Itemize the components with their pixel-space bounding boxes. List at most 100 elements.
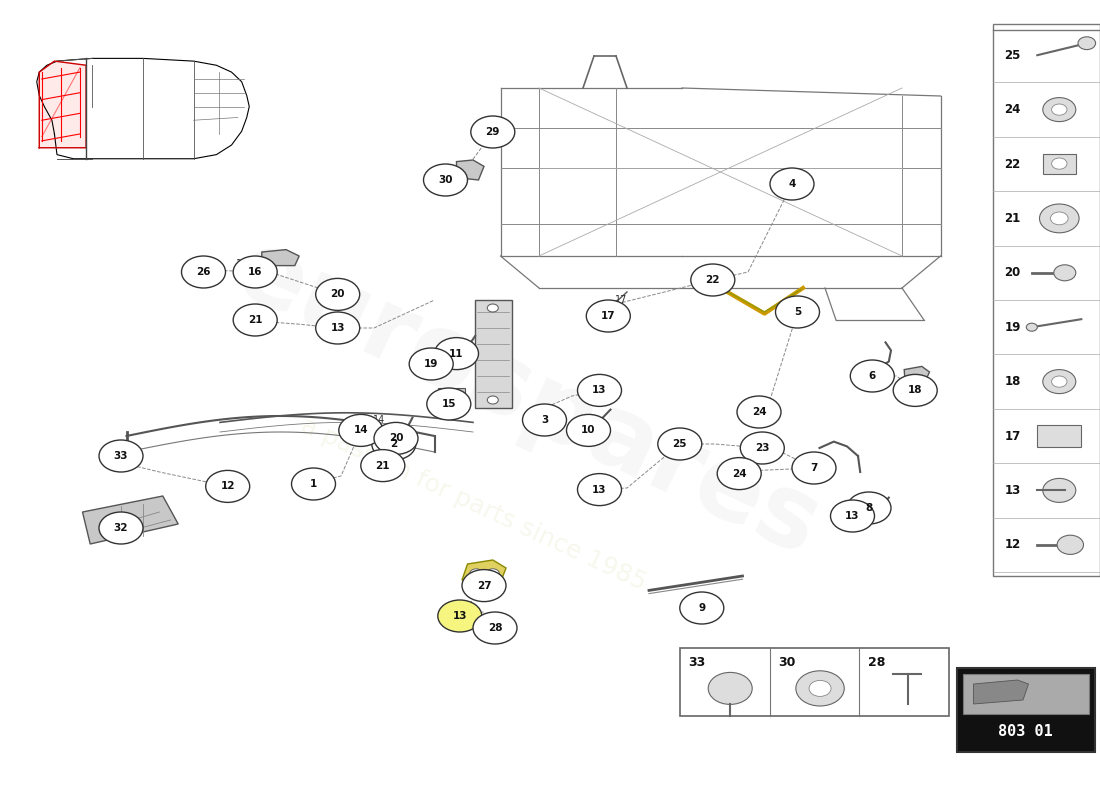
- Text: 24: 24: [732, 469, 747, 478]
- Circle shape: [1043, 478, 1076, 502]
- Text: a passion for parts since 1985: a passion for parts since 1985: [297, 413, 649, 595]
- Text: 15: 15: [441, 399, 456, 409]
- Circle shape: [566, 414, 610, 446]
- Circle shape: [99, 512, 143, 544]
- Bar: [957, 668, 1094, 752]
- Circle shape: [486, 569, 499, 578]
- Text: 28: 28: [868, 656, 886, 669]
- Text: 14: 14: [373, 415, 386, 425]
- Text: 14: 14: [353, 426, 369, 435]
- Text: 17: 17: [1004, 430, 1021, 442]
- Circle shape: [1057, 535, 1084, 554]
- Polygon shape: [262, 250, 299, 266]
- Circle shape: [847, 492, 891, 524]
- Text: 12: 12: [1004, 538, 1021, 551]
- Circle shape: [1040, 204, 1079, 233]
- Text: 13: 13: [452, 611, 468, 621]
- Text: 22: 22: [1004, 158, 1021, 170]
- Text: 27: 27: [472, 578, 485, 587]
- Text: 20: 20: [388, 434, 404, 443]
- Text: 15: 15: [458, 397, 471, 406]
- Circle shape: [1052, 104, 1067, 115]
- Bar: [1043, 154, 1076, 174]
- Circle shape: [316, 312, 360, 344]
- Text: 13: 13: [330, 323, 345, 333]
- Text: 19: 19: [424, 359, 439, 369]
- Text: 33: 33: [689, 656, 706, 669]
- Text: 32: 32: [113, 523, 129, 533]
- Text: 6: 6: [877, 363, 883, 373]
- Text: 2: 2: [390, 439, 397, 449]
- Bar: [993, 24, 1100, 576]
- Text: 33: 33: [113, 451, 129, 461]
- Text: 30: 30: [438, 175, 453, 185]
- Circle shape: [99, 440, 143, 472]
- Text: 26: 26: [200, 272, 213, 282]
- Polygon shape: [974, 680, 1028, 704]
- Text: 21: 21: [375, 461, 390, 470]
- Circle shape: [776, 296, 820, 328]
- Text: 19: 19: [1004, 321, 1021, 334]
- Text: 25: 25: [672, 439, 688, 449]
- Polygon shape: [456, 160, 484, 180]
- Text: 13: 13: [592, 386, 607, 395]
- Text: 4: 4: [789, 179, 795, 189]
- Circle shape: [424, 164, 468, 196]
- Polygon shape: [904, 366, 930, 386]
- Circle shape: [427, 388, 471, 420]
- Text: 20: 20: [330, 290, 345, 299]
- Circle shape: [586, 300, 630, 332]
- Circle shape: [708, 672, 752, 705]
- Text: 18: 18: [1004, 375, 1021, 388]
- Bar: [962, 674, 1089, 714]
- Text: 13: 13: [845, 511, 860, 521]
- Circle shape: [182, 256, 225, 288]
- Text: 28: 28: [487, 623, 503, 633]
- Circle shape: [1052, 376, 1067, 387]
- Circle shape: [1052, 158, 1067, 170]
- Text: 8: 8: [871, 495, 878, 505]
- Text: 6: 6: [869, 371, 876, 381]
- Circle shape: [770, 168, 814, 200]
- Text: 803 01: 803 01: [999, 725, 1053, 739]
- Circle shape: [1050, 212, 1068, 225]
- Text: 24: 24: [751, 407, 767, 417]
- Text: 10: 10: [581, 426, 596, 435]
- Circle shape: [1026, 323, 1037, 331]
- Polygon shape: [40, 61, 86, 148]
- Bar: [438, 388, 465, 404]
- Text: 21: 21: [1004, 212, 1021, 225]
- Text: 10: 10: [587, 415, 601, 425]
- Circle shape: [462, 570, 506, 602]
- Text: 12: 12: [220, 482, 235, 491]
- Circle shape: [1054, 265, 1076, 281]
- Circle shape: [471, 116, 515, 148]
- Text: 29: 29: [475, 133, 488, 142]
- Text: eurospares: eurospares: [221, 222, 835, 578]
- Circle shape: [792, 452, 836, 484]
- Circle shape: [680, 592, 724, 624]
- Circle shape: [737, 396, 781, 428]
- Text: 13: 13: [592, 485, 607, 494]
- Circle shape: [691, 264, 735, 296]
- Circle shape: [830, 500, 874, 532]
- Text: 25: 25: [1004, 49, 1021, 62]
- Text: 17: 17: [615, 295, 628, 305]
- Text: 17: 17: [601, 311, 616, 321]
- Circle shape: [470, 569, 483, 578]
- Text: 4: 4: [796, 173, 803, 182]
- Text: 23: 23: [755, 443, 770, 453]
- Circle shape: [361, 450, 405, 482]
- Circle shape: [808, 680, 832, 696]
- Polygon shape: [475, 300, 512, 408]
- Text: 9: 9: [698, 603, 705, 613]
- Text: 3: 3: [541, 411, 548, 421]
- Circle shape: [206, 470, 250, 502]
- Circle shape: [1078, 37, 1096, 50]
- Circle shape: [434, 338, 478, 370]
- Text: 23: 23: [752, 439, 766, 449]
- Circle shape: [893, 374, 937, 406]
- Text: 16: 16: [248, 267, 263, 277]
- Text: 5: 5: [794, 307, 801, 317]
- Circle shape: [487, 396, 498, 404]
